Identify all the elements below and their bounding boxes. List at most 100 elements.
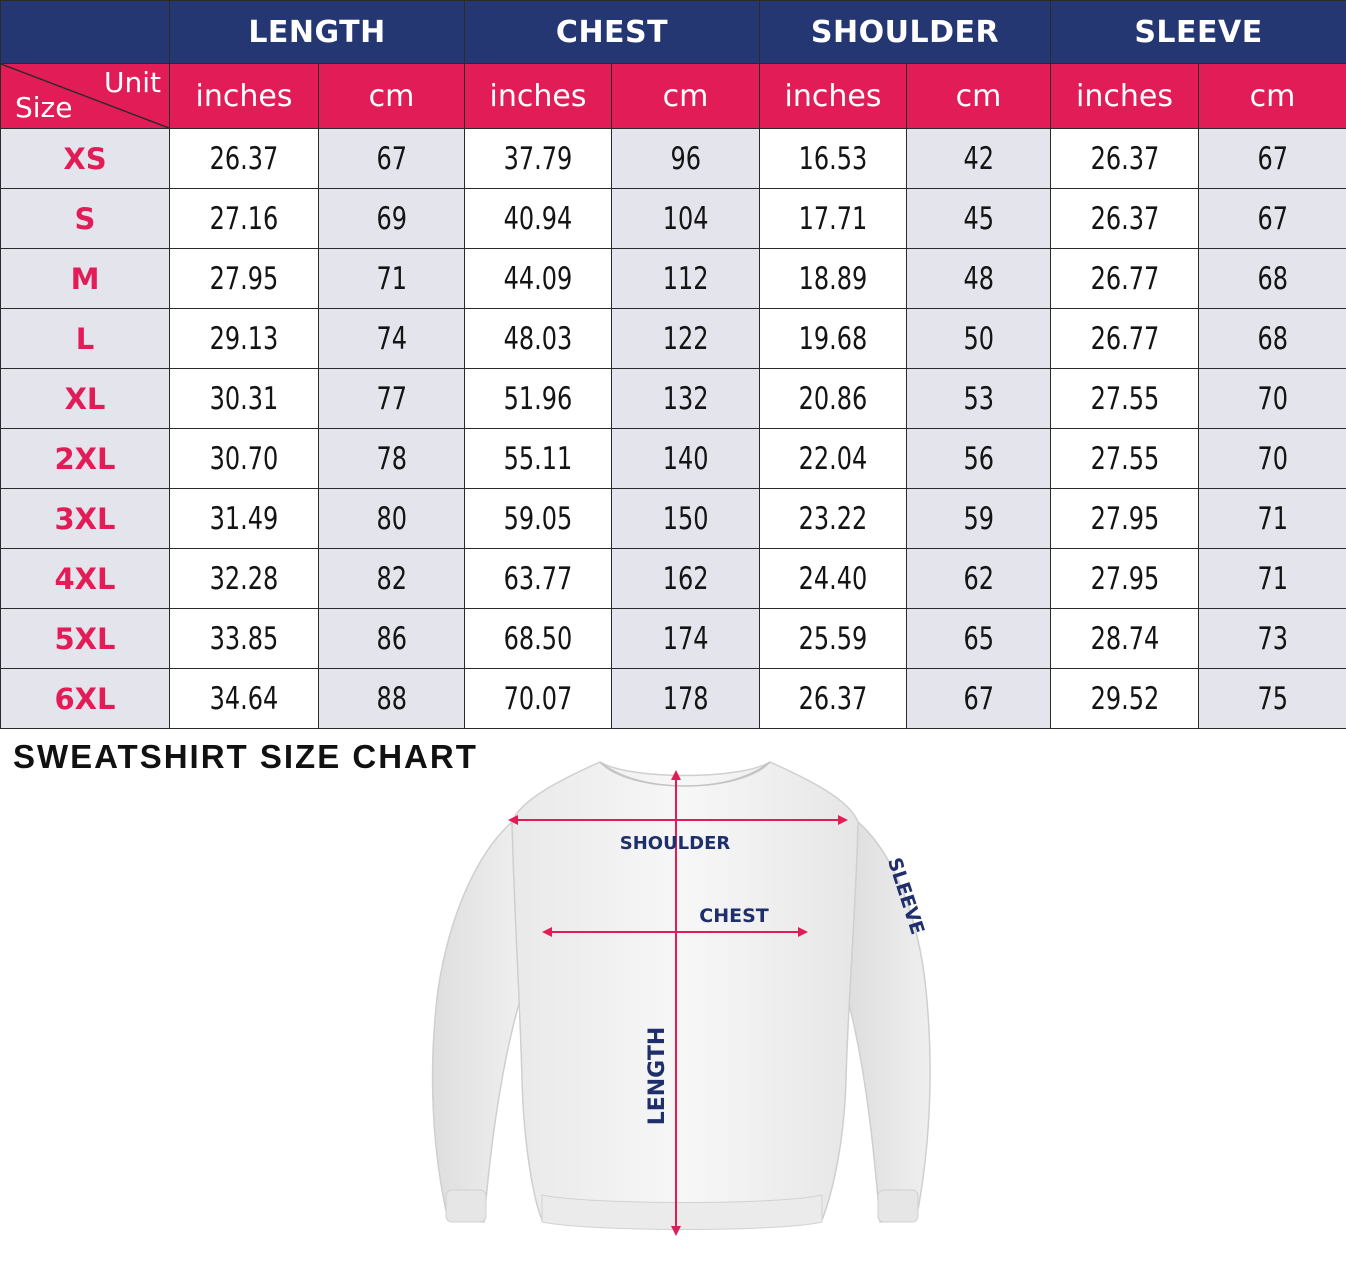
shoulder-label: SHOULDER [620, 833, 731, 854]
unit-length-inches: inches [169, 63, 319, 129]
corner-diagonal-line [1, 64, 169, 128]
measurement-value: 104 [662, 200, 709, 237]
measurement-value-cell: 27.55 [1050, 368, 1200, 429]
measurement-value-cell: 53 [906, 368, 1052, 429]
measurement-value-cell: 37.79 [464, 128, 613, 189]
measurement-value-cell: 78 [317, 428, 466, 489]
measurement-value-cell: 68 [1198, 308, 1346, 369]
table-row: L 29.13 74 48.03 122 19.68 50 26.77 68 [0, 308, 1346, 369]
measurement-value: 45 [963, 200, 994, 237]
measurement-value: 59.05 [503, 500, 573, 537]
unit-size-corner-cell: Unit Size [0, 63, 170, 129]
measurement-value: 67 [376, 140, 407, 177]
measurement-value-cell: 17.71 [759, 188, 908, 249]
table-row: 4XL 32.28 82 63.77 162 24.40 62 27.95 71 [0, 548, 1346, 609]
size-chart-table: LENGTH CHEST SHOULDER SLEEVE Unit Size i… [0, 0, 1346, 729]
measurement-value-cell: 71 [1198, 548, 1346, 609]
measurement-value: 71 [1257, 560, 1288, 597]
measurement-value: 56 [963, 440, 994, 477]
measurement-value-cell: 150 [611, 488, 761, 549]
table-row: M 27.95 71 44.09 112 18.89 48 26.77 68 [0, 248, 1346, 309]
measurement-value-cell: 42 [906, 128, 1052, 189]
measurement-value-cell: 67 [906, 668, 1052, 729]
measurement-value-cell: 33.85 [169, 608, 319, 669]
measurement-value: 26.37 [1090, 140, 1159, 177]
measurement-value-cell: 77 [317, 368, 466, 429]
length-arrow [671, 770, 681, 1236]
size-label-cell: 5XL [0, 608, 170, 669]
unit-chest-cm: cm [611, 63, 761, 129]
measurement-value: 67 [963, 680, 994, 717]
measurement-value-cell: 50 [906, 308, 1052, 369]
measurement-value: 29.52 [1090, 680, 1159, 717]
measurement-value: 32.28 [209, 560, 279, 597]
measurement-value-cell: 59 [906, 488, 1052, 549]
measurement-value-cell: 104 [611, 188, 761, 249]
left-sleeve-shape [431, 820, 521, 1223]
length-label: LENGTH [645, 1027, 670, 1126]
table-row: 3XL 31.49 80 59.05 150 23.22 59 27.95 71 [0, 488, 1346, 549]
measurement-value: 68 [1257, 320, 1288, 357]
measurement-value: 63.77 [503, 560, 573, 597]
size-label-cell: M [0, 248, 170, 309]
measurement-value-cell: 51.96 [464, 368, 613, 429]
measurement-value: 174 [662, 620, 709, 657]
measurement-value-cell: 20.86 [759, 368, 908, 429]
measurement-value: 69 [376, 200, 407, 237]
right-cuff-shape [877, 1189, 919, 1223]
measurement-value: 59 [963, 500, 994, 537]
measurement-value-cell: 140 [611, 428, 761, 489]
measurement-value-cell: 29.52 [1050, 668, 1200, 729]
measurement-value-cell: 56 [906, 428, 1052, 489]
header-chest: CHEST [464, 0, 761, 64]
table-row: XL 30.31 77 51.96 132 20.86 53 27.55 70 [0, 368, 1346, 429]
collar-shape [599, 761, 771, 787]
measurement-value: 26.77 [1090, 320, 1159, 357]
header-shoulder: SHOULDER [759, 0, 1052, 64]
table-row: 6XL 34.64 88 70.07 178 26.37 67 29.52 75 [0, 668, 1346, 729]
measurement-value: 178 [662, 680, 709, 717]
measurement-value: 44.09 [503, 260, 573, 297]
measurement-value-cell: 63.77 [464, 548, 613, 609]
measurement-value-cell: 26.37 [169, 128, 319, 189]
measurement-value-cell: 174 [611, 608, 761, 669]
size-table-body: XS 26.37 67 37.79 96 16.53 42 26.37 67 S 27.16 69 40… [0, 128, 1346, 729]
measurement-value: 22.04 [798, 440, 868, 477]
sweatshirt-measurement-illustration: SHOULDER CHEST LENGTH SLEEVE [431, 761, 931, 1236]
measurement-value: 132 [662, 380, 709, 417]
measurement-value: 70 [1257, 380, 1288, 417]
measurement-value: 71 [1257, 500, 1288, 537]
size-label-cell: XL [0, 368, 170, 429]
measurement-value: 48.03 [503, 320, 573, 357]
measurement-value: 50 [963, 320, 994, 357]
measurement-value: 18.89 [798, 260, 868, 297]
measurement-value: 20.86 [798, 380, 868, 417]
measurement-value: 37.79 [503, 140, 573, 177]
measurement-value-cell: 30.31 [169, 368, 319, 429]
measurement-value: 27.55 [1090, 380, 1159, 417]
size-label-cell: 2XL [0, 428, 170, 489]
measurement-value-cell: 65 [906, 608, 1052, 669]
chart-title: SWEATSHIRT SIZE CHART [13, 738, 478, 775]
chest-label: CHEST [699, 905, 769, 927]
measurement-value: 30.70 [209, 440, 279, 477]
measurement-value: 82 [376, 560, 407, 597]
measurement-value: 55.11 [503, 440, 573, 477]
measurement-value: 74 [376, 320, 407, 357]
measurement-value: 23.22 [798, 500, 868, 537]
size-label-cell: 6XL [0, 668, 170, 729]
measurement-value: 29.13 [209, 320, 279, 357]
measurement-value-cell: 27.16 [169, 188, 319, 249]
measurement-value: 70 [1257, 440, 1288, 477]
measurement-value: 34.64 [209, 680, 279, 717]
measurement-value-cell: 62 [906, 548, 1052, 609]
measurement-value: 33.85 [209, 620, 279, 657]
measurement-value-cell: 28.74 [1050, 608, 1200, 669]
measurement-value-cell: 22.04 [759, 428, 908, 489]
unit-shoulder-inches: inches [759, 63, 908, 129]
measurement-value: 75 [1257, 680, 1288, 717]
measurement-value-cell: 25.59 [759, 608, 908, 669]
measurement-value-cell: 71 [317, 248, 466, 309]
measurement-value: 67 [1257, 140, 1288, 177]
measurement-value-cell: 67 [1198, 188, 1346, 249]
